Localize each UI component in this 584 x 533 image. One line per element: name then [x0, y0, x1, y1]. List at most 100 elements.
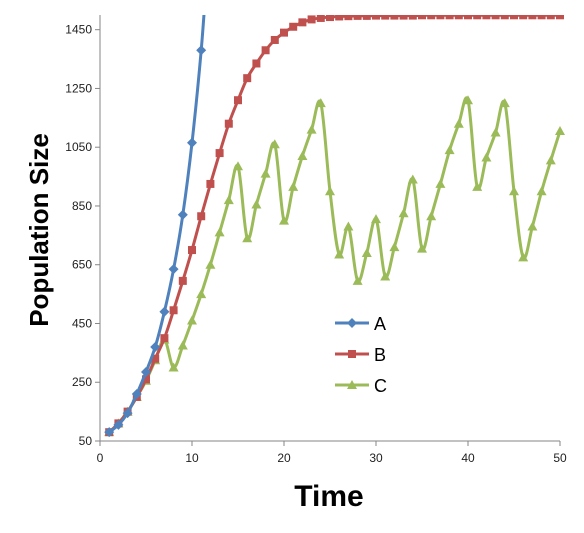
- data-point: [556, 15, 564, 20]
- y-tick-label: 50: [79, 434, 93, 448]
- series-line: [108, 96, 562, 434]
- data-point: [389, 242, 400, 252]
- data-point: [150, 341, 161, 352]
- data-point: [113, 419, 124, 430]
- data-point: [214, 227, 225, 237]
- data-point: [187, 315, 197, 325]
- data-point: [233, 161, 243, 171]
- data-point: [316, 15, 325, 22]
- data-point: [325, 186, 335, 196]
- data-point: [151, 354, 160, 363]
- data-point: [473, 15, 482, 20]
- data-point: [407, 174, 418, 184]
- data-point: [224, 119, 233, 128]
- x-axis-title: Time: [294, 480, 363, 513]
- data-point: [168, 264, 179, 275]
- data-point: [380, 271, 391, 281]
- data-point: [206, 179, 215, 188]
- axes: [99, 15, 560, 442]
- data-point: [288, 181, 299, 191]
- data-point: [169, 306, 178, 315]
- data-point: [427, 15, 436, 20]
- data-point: [482, 15, 491, 20]
- data-point: [334, 249, 345, 259]
- data-point: [352, 275, 363, 285]
- data-point: [518, 252, 529, 262]
- legend-marker: [347, 318, 357, 328]
- data-point: [546, 15, 555, 20]
- data-point: [444, 145, 455, 155]
- data-point: [453, 118, 464, 128]
- data-point: [537, 15, 546, 20]
- data-point: [361, 247, 372, 257]
- data-point: [251, 199, 262, 209]
- data-point: [491, 15, 500, 20]
- data-point: [261, 46, 270, 55]
- data-point: [399, 15, 408, 20]
- data-point: [527, 221, 538, 231]
- data-point: [243, 74, 252, 83]
- data-point: [215, 149, 224, 158]
- data-point: [463, 95, 473, 105]
- legend-item-a: A: [335, 314, 386, 334]
- data-point: [417, 243, 427, 253]
- data-point: [297, 151, 308, 161]
- data-point: [122, 408, 133, 419]
- data-point: [242, 233, 253, 243]
- data-point: [160, 334, 169, 343]
- data-point: [371, 214, 381, 224]
- y-tick-label: 1050: [65, 140, 92, 154]
- data-point: [280, 28, 288, 37]
- y-tick-label: 1450: [65, 23, 92, 37]
- data-point: [196, 45, 207, 56]
- data-point: [187, 137, 197, 148]
- data-point: [223, 195, 234, 205]
- y-tick-label: 650: [72, 258, 92, 272]
- legend-label: C: [374, 376, 387, 396]
- data-point: [381, 15, 390, 20]
- data-point: [104, 427, 115, 438]
- data-point: [177, 340, 188, 350]
- y-tick-label: 450: [72, 316, 92, 330]
- data-point: [298, 18, 307, 27]
- data-point: [536, 186, 547, 196]
- data-point: [269, 139, 280, 149]
- data-point: [270, 35, 279, 44]
- x-tick-label: 50: [553, 451, 567, 465]
- data-point: [390, 15, 399, 20]
- legend-item-c: C: [335, 376, 387, 396]
- y-axis-title: Population Size: [24, 133, 54, 327]
- data-point: [307, 15, 316, 24]
- data-point: [197, 212, 206, 221]
- data-point: [196, 289, 207, 299]
- data-point: [326, 15, 334, 22]
- legend: ABC: [335, 314, 387, 396]
- data-point: [464, 15, 472, 20]
- data-point: [362, 15, 371, 20]
- data-point: [252, 59, 261, 68]
- data-point: [398, 208, 409, 218]
- y-tick-label: 850: [72, 199, 92, 213]
- data-point: [445, 15, 454, 20]
- data-point: [141, 366, 151, 377]
- data-point: [335, 15, 344, 21]
- data-point: [519, 15, 528, 20]
- data-point: [418, 15, 426, 20]
- data-point: [408, 15, 417, 20]
- y-tick-label: 1250: [65, 81, 92, 95]
- data-point: [372, 15, 380, 20]
- y-tick-label: 250: [72, 375, 92, 389]
- legend-label: B: [374, 345, 386, 365]
- data-point: [315, 98, 326, 108]
- data-point: [426, 211, 437, 221]
- series-line: [108, 15, 206, 434]
- data-point: [177, 209, 188, 220]
- data-point: [279, 215, 289, 225]
- x-tick-label: 10: [185, 451, 199, 465]
- x-tick-label: 20: [277, 451, 291, 465]
- legend-item-b: B: [335, 345, 386, 365]
- data-point: [234, 96, 242, 105]
- data-point: [353, 15, 362, 20]
- series-a: [104, 15, 207, 438]
